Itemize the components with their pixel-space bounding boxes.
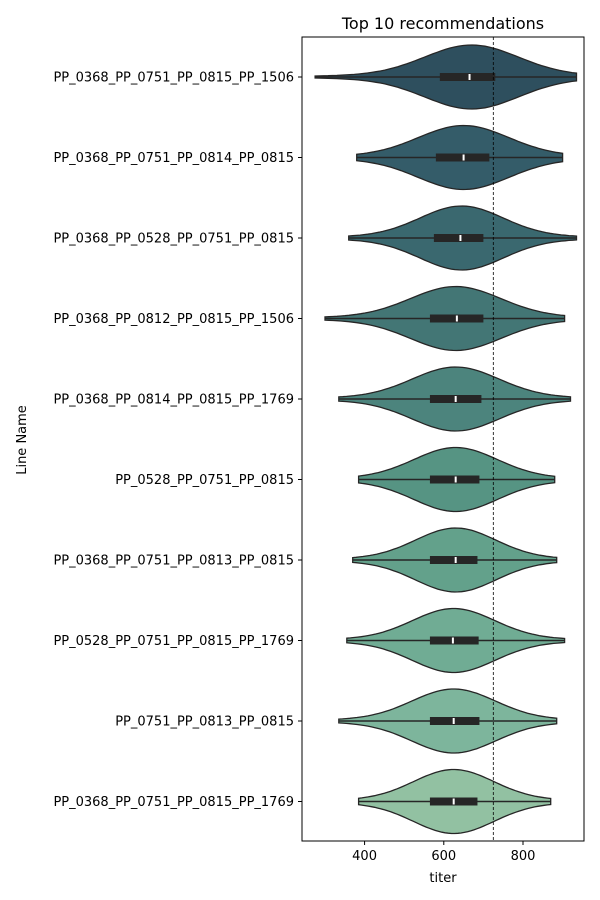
y-tick-label-5: PP_0368_PP_0814_PP_0815_PP_1769 bbox=[53, 393, 294, 408]
y-tick-label-7: PP_0368_PP_0751_PP_0813_PP_0815 bbox=[53, 554, 294, 569]
chart-title: Top 10 recommendations bbox=[341, 14, 544, 33]
median-10 bbox=[452, 798, 455, 805]
y-tick-label-1: PP_0368_PP_0751_PP_0815_PP_1506 bbox=[53, 71, 294, 86]
x-tick-label-1: 400 bbox=[352, 849, 377, 864]
box-8 bbox=[429, 636, 479, 645]
box-3 bbox=[433, 234, 484, 242]
y-axis-label: Line Name bbox=[15, 405, 30, 475]
plot-frame bbox=[301, 36, 585, 842]
box-1 bbox=[439, 73, 496, 81]
boxes-layer bbox=[315, 73, 577, 806]
y-tick-label-6: PP_0528_PP_0751_PP_0815 bbox=[115, 473, 294, 488]
median-9 bbox=[452, 718, 455, 724]
y-tick-label-8: PP_0528_PP_0751_PP_0815_PP_1769 bbox=[53, 634, 294, 649]
y-tick-label-10: PP_0368_PP_0751_PP_0815_PP_1769 bbox=[53, 795, 294, 810]
y-tick-label-4: PP_0368_PP_0812_PP_0815_PP_1506 bbox=[53, 312, 294, 327]
y-ticks: PP_0368_PP_0751_PP_0815_PP_1506 PP_0368_P… bbox=[53, 71, 302, 810]
x-ticks: 400 600 800 bbox=[352, 841, 535, 864]
x-axis-label: titer bbox=[429, 871, 457, 886]
median-3 bbox=[459, 235, 462, 241]
x-tick-label-3: 800 bbox=[511, 849, 536, 864]
y-tick-label-3: PP_0368_PP_0528_PP_0751_PP_0815 bbox=[53, 232, 294, 247]
median-7 bbox=[454, 557, 457, 563]
box-7 bbox=[429, 556, 478, 564]
median-2 bbox=[462, 154, 465, 161]
median-5 bbox=[454, 396, 457, 402]
y-tick-label-2: PP_0368_PP_0751_PP_0814_PP_0815 bbox=[53, 151, 294, 166]
x-tick-label-2: 600 bbox=[431, 849, 456, 864]
violins-layer bbox=[314, 44, 578, 835]
median-8 bbox=[451, 637, 454, 644]
median-1 bbox=[468, 74, 471, 80]
median-4 bbox=[455, 315, 458, 322]
median-6 bbox=[454, 476, 457, 483]
y-tick-label-9: PP_0751_PP_0813_PP_0815 bbox=[115, 715, 294, 730]
